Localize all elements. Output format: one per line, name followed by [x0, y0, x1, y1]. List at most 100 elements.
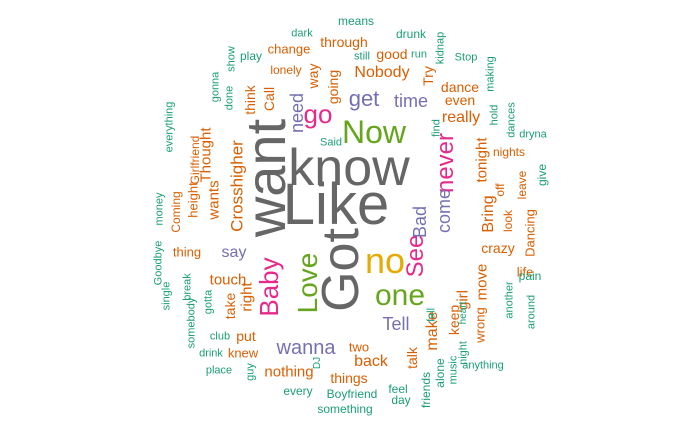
word-around: around [525, 294, 538, 330]
word-tonight: tonight [473, 137, 491, 183]
word-guy: guy [244, 363, 257, 381]
word-put: put [236, 328, 256, 344]
word-stop: Stop [454, 51, 478, 64]
word-good: good [376, 46, 408, 62]
word-goodbye: Goodbye [152, 240, 165, 286]
word-kidnap: kidnap [434, 31, 447, 65]
word-day: day [391, 393, 411, 407]
word-through: through [320, 34, 368, 50]
word-leave: leave [515, 170, 529, 200]
word-no: no [364, 240, 406, 281]
word-nobody: Nobody [354, 64, 410, 81]
word-hold: hold [488, 104, 501, 126]
word-lonely: lonely [270, 63, 302, 77]
word-feel: feel [388, 382, 408, 396]
word-give: give [535, 163, 549, 187]
word-boyfriend: Boyfriend [326, 387, 378, 401]
word-dances: dances [505, 102, 518, 138]
word-try: Try [420, 66, 436, 86]
word-making: making [484, 56, 497, 92]
word-right: right [238, 282, 256, 312]
word-bring: Bring [480, 195, 497, 233]
word-never: never [432, 132, 459, 194]
word-club: club [209, 330, 231, 343]
word-gonna: gonna [209, 71, 222, 103]
word-find: find [430, 119, 443, 137]
word-nights: nights [492, 145, 526, 159]
word-fall: fall [425, 307, 438, 323]
word-way: way [305, 63, 321, 89]
word-look: look [501, 209, 515, 233]
word-bad: Bad [410, 205, 430, 239]
word-done: done [223, 85, 236, 111]
word-change: change [267, 41, 311, 57]
word-show: show [225, 46, 238, 72]
word-back: back [354, 353, 388, 370]
word-know: know [288, 139, 410, 197]
word-life: life [516, 264, 534, 280]
word-now: Now [341, 114, 407, 150]
word-move: move [473, 263, 491, 301]
word-call: Call [261, 86, 277, 112]
word-two: two [348, 339, 370, 355]
word-off: off [493, 183, 507, 197]
word-say: say [221, 244, 247, 261]
word-time: time [393, 91, 429, 111]
word-love: Love [292, 252, 323, 314]
word-dryna: dryna [519, 128, 547, 141]
word-really: really [441, 109, 481, 126]
word-even: even [444, 92, 476, 108]
word-need: need [287, 92, 307, 134]
word-thing: thing [172, 244, 202, 260]
word-pain: pain [518, 269, 542, 283]
word-alone: alone [433, 358, 447, 388]
word-going: going [325, 69, 341, 105]
word-place: place [205, 364, 233, 377]
word-knew: knew [227, 345, 259, 361]
word-height: height [185, 182, 201, 218]
word-money: money [153, 192, 166, 226]
word-play: play [239, 49, 263, 63]
word-girlfriend: Girlfriend [188, 135, 202, 185]
word-means: means [337, 14, 375, 28]
word-somebody: somebody [185, 297, 198, 349]
word-dj: DJ [312, 356, 323, 370]
word-friends: friends [419, 371, 433, 409]
word-crazy: crazy [481, 240, 515, 256]
word-wanna: wanna [276, 337, 336, 359]
word-touch: touch [209, 271, 247, 289]
word-dancing: Dancing [522, 209, 538, 257]
word-coming: Coming [169, 191, 183, 233]
word-take: take [222, 292, 238, 320]
word-dance: dance [440, 79, 480, 95]
word-like: Like [282, 172, 390, 237]
word-wrong: wrong [472, 307, 488, 343]
word-run: run [411, 48, 427, 61]
word-nothing: nothing [264, 363, 314, 381]
word-tell: Tell [382, 314, 410, 334]
word-one: one [374, 279, 426, 312]
word-anything: anything [462, 359, 504, 372]
word-heart: heart [458, 301, 469, 325]
word-crosshigher: Crosshigher [227, 140, 247, 232]
word-another: another [503, 281, 516, 319]
word-single: single [160, 281, 173, 311]
word-think: think [242, 85, 258, 115]
word-get: get [348, 86, 380, 111]
word-something: something [317, 402, 373, 416]
word-come: come [434, 188, 454, 234]
word-every: every [283, 384, 313, 398]
word-things: things [330, 370, 368, 386]
word-dark: dark [291, 27, 313, 40]
word-gotta: gotta [202, 289, 215, 315]
word-still: still [354, 50, 370, 63]
word-drunk: drunk [395, 27, 427, 41]
word-said: Said [319, 136, 343, 149]
word-drink: drink [199, 347, 223, 360]
word-go: go [303, 99, 333, 129]
word-talk: talk [404, 347, 420, 369]
word-baby: Baby [254, 257, 284, 317]
word-see: See [402, 234, 429, 278]
word-everything: everything [163, 101, 176, 153]
